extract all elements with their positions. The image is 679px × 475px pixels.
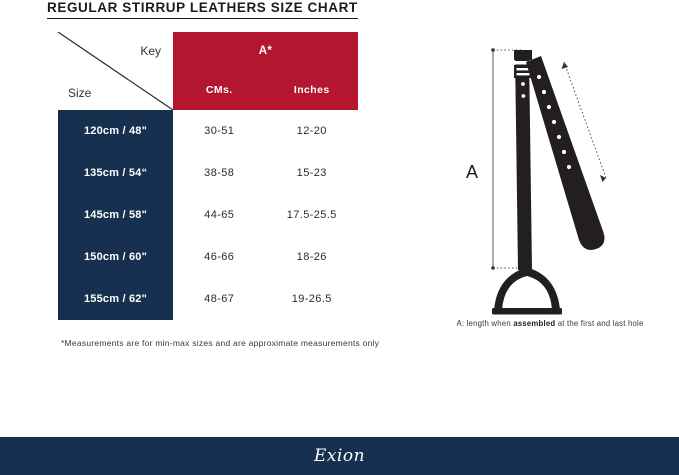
row-size-label: 120cm / 48" [58,110,173,152]
page-title: REGULAR STIRRUP LEATHERS SIZE CHART [47,0,358,19]
row-inches-value: 17.5-25.5 [265,194,358,236]
stirrup-leather-diagram: A [440,30,660,320]
row-cms-value: 38-58 [173,152,266,194]
corner-key-size-cell: Key Size [58,32,173,110]
table-row: 145cm / 58" 44-65 17.5-25.5 [58,194,358,236]
stirrup-diagram-svg: A [466,48,607,315]
row-cms-value: 46-66 [173,236,266,278]
dimension-arrow-angled [561,61,607,182]
table-row: 150cm / 60" 46-66 18-26 [58,236,358,278]
table-row: 120cm / 48" 30-51 12-20 [58,110,358,152]
caption-bold-word: assembled [513,319,556,328]
row-inches-value: 19-26.5 [265,278,358,320]
header-group-a: A* [173,32,358,70]
row-inches-value: 15-23 [265,152,358,194]
table-row: 135cm / 54“ 38-58 15-23 [58,152,358,194]
diagram-caption: A: length when assembled at the first an… [430,319,670,328]
corner-key-label: Key [140,44,161,58]
brand-logo: Exion [313,446,366,466]
caption-prefix: A: length when [456,319,514,328]
row-inches-value: 18-26 [265,236,358,278]
footer-bar: Exion [0,437,679,475]
caption-suffix: at the first and last hole [555,319,644,328]
leather-strap-angled [526,56,605,250]
row-cms-value: 48-67 [173,278,266,320]
measurements-footnote: *Measurements are for min-max sizes and … [61,338,380,348]
corner-size-label: Size [68,86,92,100]
header-inches: Inches [265,70,358,110]
leather-strap-vertical [514,50,533,270]
table-header-row-1: Key Size A* [58,32,358,110]
row-size-label: 135cm / 54“ [58,152,173,194]
row-size-label: 145cm / 58" [58,194,173,236]
dimension-label-a: A [466,162,478,182]
row-cms-value: 44-65 [173,194,266,236]
row-size-label: 155cm / 62" [58,278,173,320]
row-inches-value: 12-20 [265,110,358,152]
row-size-label: 150cm / 60" [58,236,173,278]
row-cms-value: 30-51 [173,110,266,152]
table-header-row-2: CMs. Inches [58,70,358,110]
header-cms: CMs. [173,70,266,110]
table-row: 155cm / 62" 48-67 19-26.5 [58,278,358,320]
size-chart-table: Key Size A* CMs. Inches 120cm / 48" 30-5… [58,32,358,320]
stirrup-iron [492,268,562,315]
strap-holes-vertical [521,82,526,98]
